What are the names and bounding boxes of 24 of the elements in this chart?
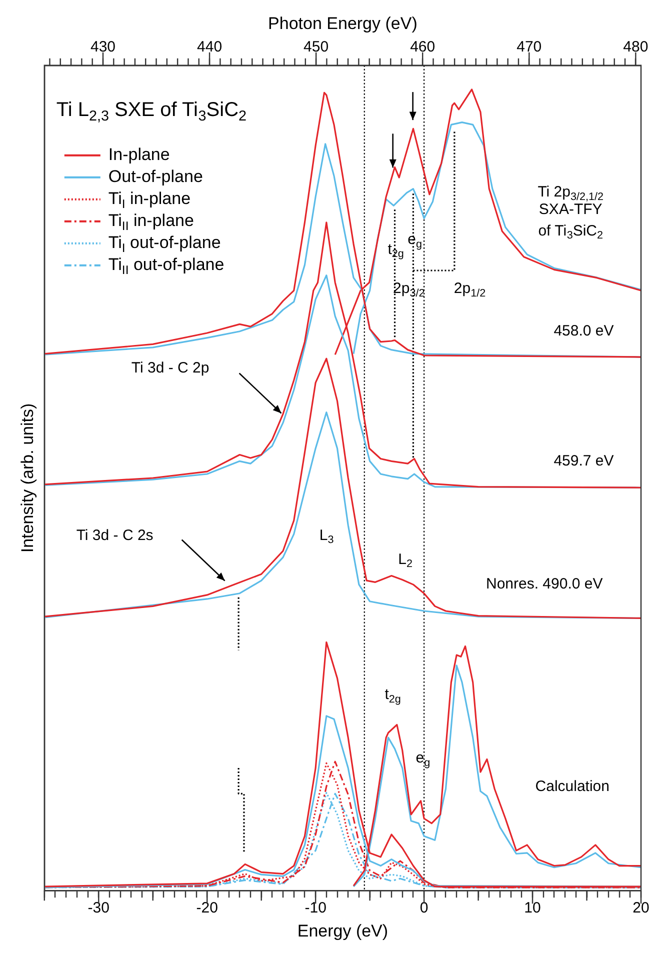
annotation: 459.7 eV	[554, 452, 614, 470]
y-axis-title: Intensity (arb. units)	[18, 403, 37, 553]
x2-tick-label: 450	[304, 38, 329, 56]
annotation: Ti 3d - C 2s	[76, 526, 154, 544]
annotation: Ti 3d - C 2p	[131, 359, 210, 376]
x2-tick-label: 480	[623, 38, 648, 56]
x2-tick-label: 440	[197, 38, 222, 56]
annotation: Calculation	[535, 778, 610, 795]
x2-tick-label: 460	[410, 38, 436, 56]
x2-tick-label: 430	[90, 38, 116, 56]
x-tick-label: 0	[420, 900, 428, 917]
x-axis-title: Energy (eV)	[297, 921, 388, 940]
x-tick-label: 10	[524, 900, 541, 917]
x2-axis-title: Photon Energy (eV)	[268, 14, 418, 33]
legend-label: Out-of-plane	[108, 167, 203, 186]
x-tick-label: -20	[196, 900, 218, 917]
annotation: 458.0 eV	[554, 322, 614, 340]
x-tick-label: 20	[632, 900, 650, 917]
x-tick-label: -10	[304, 900, 326, 917]
x-tick-label: -30	[88, 900, 110, 917]
legend-label: In-plane	[108, 145, 170, 164]
x2-tick-label: 470	[516, 38, 542, 56]
annotation: SXA-TFY	[538, 200, 602, 218]
annotation: Nonres. 490.0 eV	[486, 576, 603, 593]
